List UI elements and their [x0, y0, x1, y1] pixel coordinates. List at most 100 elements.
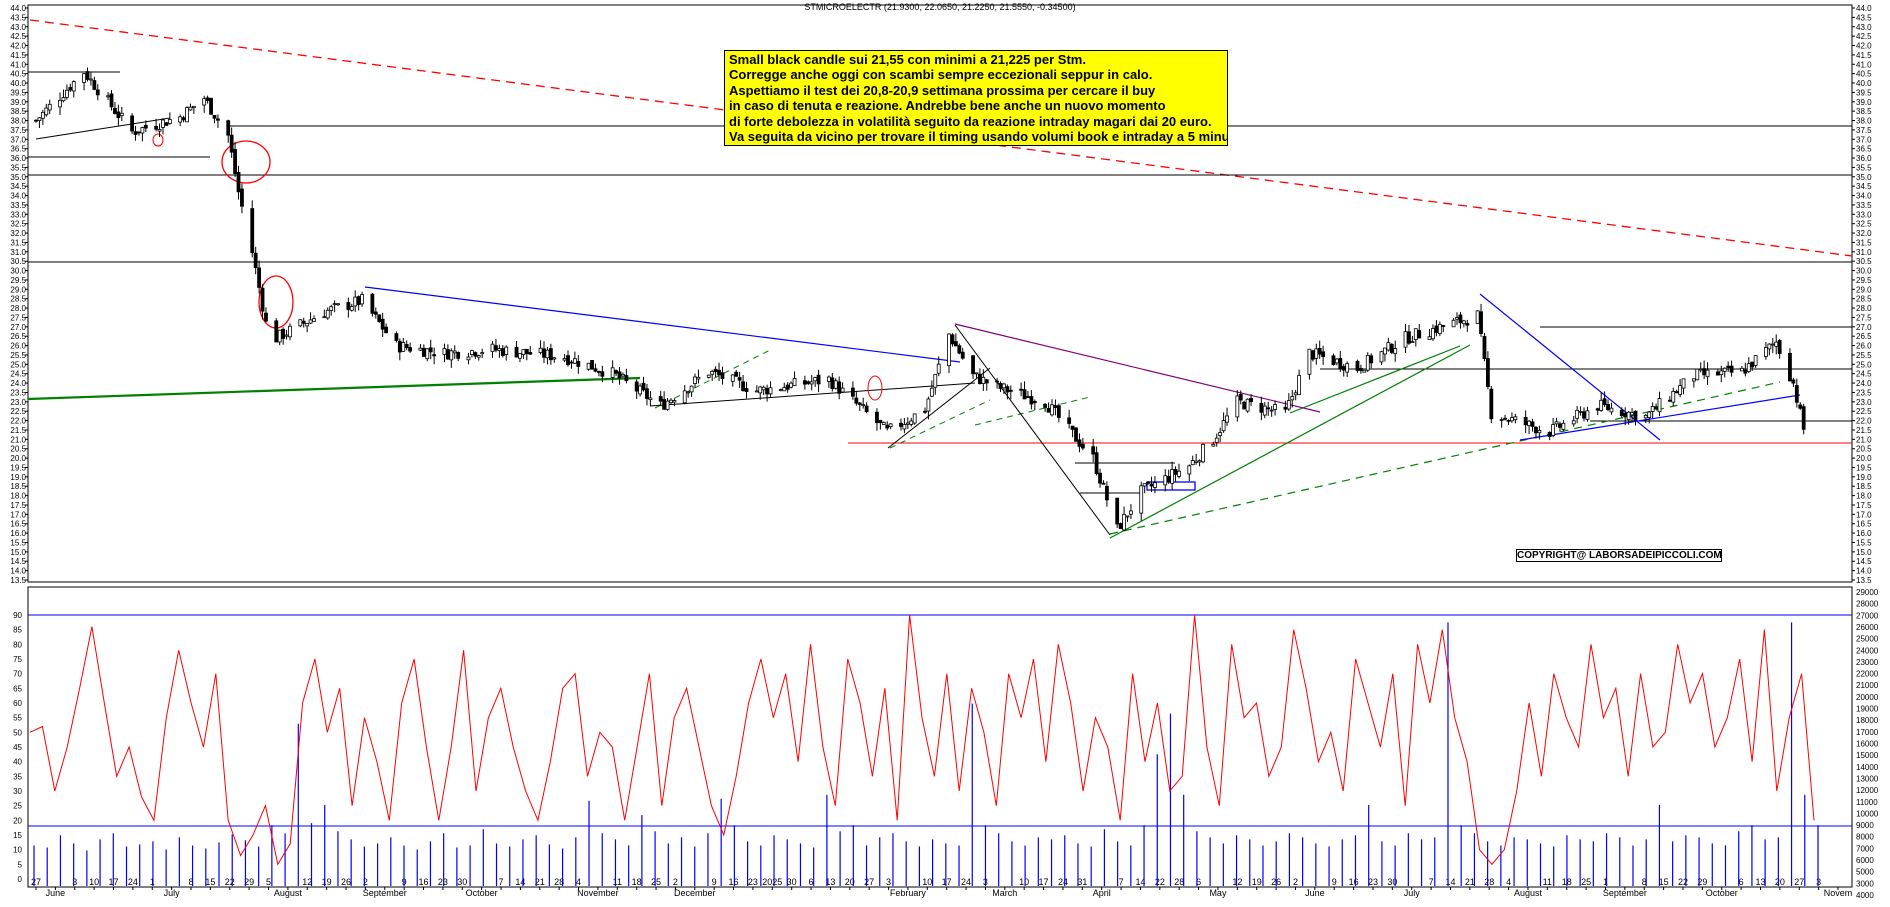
candle-body [1770, 343, 1775, 346]
trendline-black-feb-up [887, 367, 991, 449]
candle-body [113, 107, 117, 114]
volume-tick: 12000 [1856, 786, 1879, 795]
x-tick-label: 4 [576, 877, 581, 887]
candle-body [1561, 422, 1566, 430]
candle-body [418, 347, 423, 351]
candle-body [638, 385, 642, 395]
x-tick-label: 17 [1039, 877, 1049, 887]
price-tick-left: 16.0 [10, 529, 26, 538]
annotation-line-6: Va seguita da vicino per trovare il timi… [729, 129, 1228, 145]
price-tick-left: 27.5 [10, 313, 26, 322]
x-tick-label: September [363, 888, 407, 898]
volume-tick: 4000 [1856, 891, 1874, 900]
price-tick-right: 29.0 [1856, 285, 1872, 294]
oscillator-line [29, 614, 1815, 866]
candle-body [191, 105, 196, 108]
candle-body [68, 87, 73, 91]
price-tick-left: 18.0 [10, 492, 26, 501]
x-tick-label: 19 [322, 877, 332, 887]
x-tick-label: July [1404, 888, 1421, 898]
candle-body [1290, 396, 1295, 401]
price-tick-left: 30.0 [10, 267, 26, 276]
x-tick-label: 8 [1642, 877, 1647, 887]
price-tick-right: 17.5 [1856, 501, 1872, 510]
x-tick-label: 27 [31, 877, 41, 887]
candle-body [765, 387, 769, 395]
price-tick-left: 29.0 [10, 285, 26, 294]
x-tick-label: 27 [1794, 877, 1804, 887]
candle-body [1698, 368, 1703, 371]
candle-body [957, 345, 962, 354]
price-tick-right: 40.0 [1856, 79, 1872, 88]
x-tick-label: 28 [1174, 877, 1184, 887]
candle-body [1630, 412, 1634, 416]
candle-body [998, 383, 1003, 389]
price-tick-right: 13.5 [1856, 576, 1872, 585]
price-tick-right: 20.5 [1856, 445, 1872, 454]
price-tick-left: 40.0 [10, 79, 26, 88]
candle-body [137, 131, 141, 134]
x-tick-label: June [46, 888, 66, 898]
price-tick-left: 20.5 [10, 445, 26, 454]
candle-body [792, 378, 797, 386]
volume-tick: 8000 [1856, 833, 1874, 842]
candle-body [624, 375, 629, 381]
candle-body [308, 319, 313, 324]
candle-body [1671, 391, 1676, 403]
x-tick-label: 24 [961, 877, 971, 887]
candle-body [305, 323, 310, 327]
candle-body [1794, 385, 1799, 403]
x-tick-label: 12 [302, 877, 312, 887]
trendline-blue-autumn [364, 286, 961, 363]
volume-tick: 21000 [1856, 681, 1879, 690]
candle-body [1633, 410, 1638, 421]
candle-body [1674, 391, 1679, 394]
candle-body [1043, 403, 1048, 408]
price-tick-left: 13.5 [10, 576, 26, 585]
price-tick-right: 35.5 [1856, 163, 1872, 172]
candle-body [1427, 336, 1432, 340]
x-tick-label: August [274, 888, 303, 898]
candle-body [1431, 328, 1435, 340]
candle-body [1606, 404, 1610, 411]
candle-body [521, 349, 526, 355]
x-tick-label: 9 [1332, 877, 1337, 887]
price-tick-right: 43.0 [1856, 23, 1872, 32]
candle-body [253, 252, 258, 269]
x-tick-label: 26 [341, 877, 351, 887]
price-tick-left: 31.5 [10, 238, 26, 247]
candle-body [1753, 355, 1758, 366]
candle-body [421, 347, 426, 357]
candle-body [672, 400, 677, 403]
candle-body [356, 296, 361, 305]
price-tick-left: 25.5 [10, 351, 26, 360]
price-tick-right: 20.0 [1856, 454, 1872, 463]
x-tick-label: 14 [515, 877, 525, 887]
candle-body [167, 119, 172, 124]
candle-body [1310, 350, 1315, 360]
price-y-axis-right: 13.514.014.515.015.516.016.517.017.518.0… [1852, 4, 1872, 585]
x-tick-label: August [1514, 888, 1543, 898]
price-tick-left: 18.5 [10, 482, 26, 491]
x-tick-label: 30 [1387, 877, 1397, 887]
x-tick-label: 6 [1739, 877, 1744, 887]
candle-body [593, 368, 598, 372]
price-tick-right: 41.5 [1856, 51, 1872, 60]
price-tick-right: 15.5 [1856, 538, 1872, 547]
x-tick-label: 23 [438, 877, 448, 887]
candle-body [1578, 410, 1583, 413]
price-tick-right: 38.0 [1856, 117, 1872, 126]
candle-body [1485, 358, 1490, 388]
candle-body [322, 316, 327, 319]
candle-body [37, 117, 42, 122]
x-tick-label: 7 [1119, 877, 1124, 887]
candle-body [277, 329, 282, 343]
x-tick-label: 5 [266, 877, 271, 887]
price-tick-right: 44.0 [1856, 4, 1872, 13]
candle-body [1407, 331, 1411, 344]
price-tick-left: 44.0 [10, 4, 26, 13]
candle-body [1218, 432, 1223, 437]
candle-body [1238, 394, 1243, 401]
price-tick-right: 23.5 [1856, 388, 1872, 397]
candle-body [301, 320, 306, 324]
